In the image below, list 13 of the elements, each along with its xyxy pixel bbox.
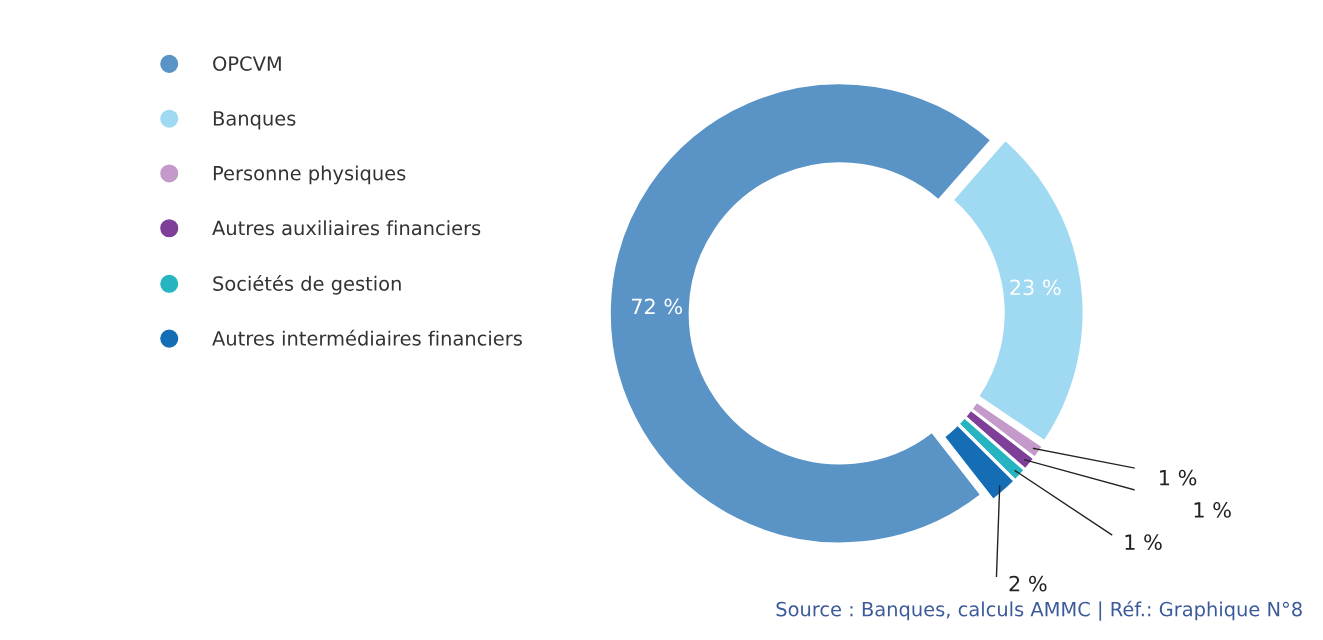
legend-label: OPCVM <box>213 56 281 71</box>
legend-label: Personne physiques <box>213 165 406 185</box>
data-label: 72 % <box>631 298 683 315</box>
data-label: 1 % <box>1160 469 1197 486</box>
source-note: Source : Banques, calculs AMMC | Réf.: Graphique N°8 <box>776 600 1302 621</box>
legend-label: Banques <box>213 111 296 130</box>
data-label: 1 % <box>1125 534 1162 551</box>
legend-label: Autres intermédiaires financiers <box>212 329 522 346</box>
legend-label: Autres auxiliaires financiers <box>212 220 481 236</box>
data-label: 23 % <box>1010 279 1061 296</box>
legend-label: Sociétés de gestion <box>213 275 401 295</box>
data-label: 1 % <box>1194 502 1231 518</box>
data-label: 2 % <box>1009 575 1047 592</box>
